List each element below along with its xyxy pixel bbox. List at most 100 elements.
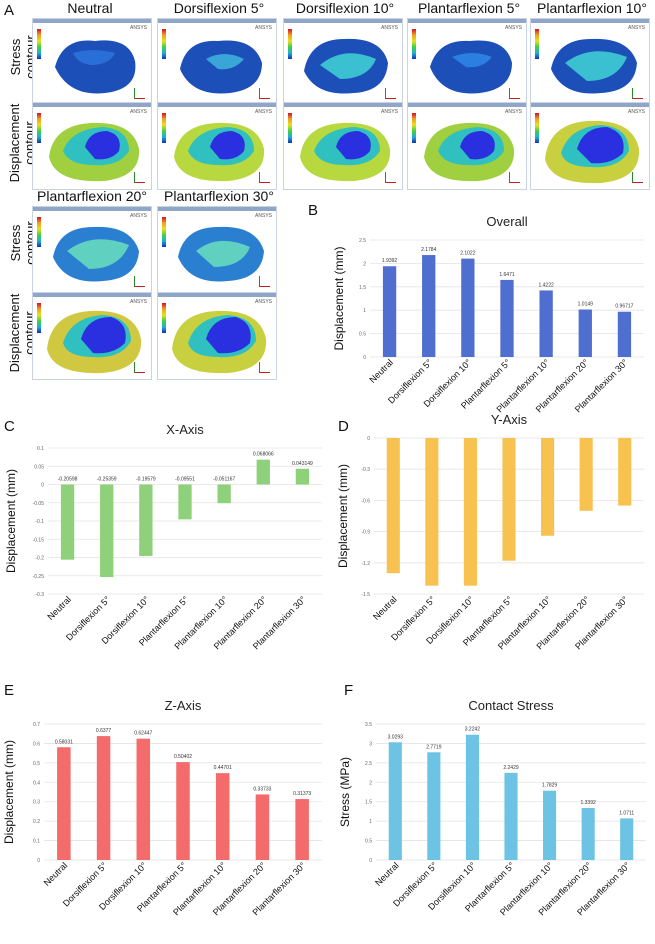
panel-letter-c: C bbox=[4, 418, 15, 435]
data-label: -0.19579 bbox=[136, 477, 156, 483]
bar bbox=[618, 438, 632, 506]
x-tick-label: Neutral bbox=[45, 594, 73, 622]
y-tick-label: -0.15 bbox=[33, 537, 45, 543]
col-title-plantarflexion-20: Plantarflexion 20° bbox=[37, 188, 147, 204]
x-tick-label: Neutral bbox=[373, 860, 401, 888]
bar bbox=[217, 484, 231, 504]
data-label: 1.7829 bbox=[542, 783, 558, 789]
y-tick-label: 0 bbox=[363, 355, 366, 361]
y-axis-label: Stress (MPa) bbox=[338, 757, 352, 827]
y-axis-label: Displacement (mm) bbox=[332, 246, 346, 350]
col-title-plantarflexion-5: Plantarflexion 5° bbox=[417, 0, 521, 16]
data-label: -0.051167 bbox=[213, 477, 235, 483]
x-tick-label: Neutral bbox=[371, 594, 399, 622]
y-tick-label: 2 bbox=[363, 261, 366, 267]
bar bbox=[504, 772, 518, 860]
ansys-watermark: ANSYS bbox=[255, 213, 272, 219]
panel-letter-d: D bbox=[338, 418, 349, 435]
bar bbox=[256, 459, 270, 485]
bar bbox=[502, 438, 516, 561]
bar bbox=[176, 762, 190, 860]
y-tick-label: 0.5 bbox=[33, 761, 40, 767]
ansys-watermark: ANSYS bbox=[255, 109, 272, 115]
y-tick-label: 1.5 bbox=[359, 285, 366, 291]
data-label: -0.25359 bbox=[97, 477, 117, 483]
bar bbox=[578, 309, 592, 357]
y-tick-label: 0.5 bbox=[359, 332, 366, 338]
panel-letter-a: A bbox=[4, 2, 15, 19]
panel-letter-e: E bbox=[4, 682, 15, 699]
y-tick-label: 0 bbox=[41, 483, 44, 489]
bar bbox=[295, 468, 310, 485]
y-tick-label: 0.6 bbox=[33, 741, 40, 747]
data-label: 2.1784 bbox=[421, 247, 437, 253]
x-axis-displacement-chart: X-Axis Displacement (mm) -0.3 -0.25 -0.2 -0.1… bbox=[4, 422, 322, 651]
y-tick-label: 1 bbox=[363, 308, 366, 314]
stress-contour-dorsiflexion-5: ANSYS bbox=[157, 18, 277, 106]
bar bbox=[543, 790, 557, 860]
x-tick-label: Neutral bbox=[367, 357, 395, 385]
y-axis-label: Displacement (mm) bbox=[4, 469, 18, 573]
bar bbox=[178, 484, 192, 520]
bar bbox=[541, 438, 555, 536]
data-label: 0.50402 bbox=[174, 754, 192, 760]
y-tick-label: 0.3 bbox=[33, 800, 40, 806]
bar bbox=[295, 799, 309, 860]
bar bbox=[255, 794, 270, 860]
data-label: 0.44701 bbox=[214, 765, 232, 771]
col-title-plantarflexion-30: Plantarflexion 30° bbox=[164, 188, 274, 204]
data-label: 1.6471 bbox=[499, 272, 515, 278]
y-axis-label: Displacement (mm) bbox=[2, 740, 16, 844]
y-axis-label: Displacement (mm) bbox=[336, 464, 350, 568]
ansys-watermark: ANSYS bbox=[381, 109, 398, 115]
displacement-contour-plantarflexion-20: ANSYS bbox=[32, 292, 152, 380]
ansys-watermark: ANSYS bbox=[130, 25, 147, 31]
y-tick-label: 0.4 bbox=[33, 780, 40, 786]
row-label-stress-line1: Stress bbox=[8, 38, 23, 76]
y-tick-label: -0.9 bbox=[361, 530, 370, 536]
data-label: 3.2242 bbox=[465, 727, 481, 733]
data-label: 2.2429 bbox=[503, 765, 519, 771]
col-title-dorsiflexion-10: Dorsiflexion 10° bbox=[295, 0, 395, 16]
stress-contour-dorsiflexion-10: ANSYS bbox=[283, 18, 403, 106]
ansys-watermark: ANSYS bbox=[255, 25, 272, 31]
data-label: 2.1022 bbox=[460, 251, 476, 257]
chart-title: Z-Axis bbox=[165, 698, 202, 713]
y-tick-label: -0.6 bbox=[361, 498, 370, 504]
y-tick-label: 0 bbox=[37, 858, 40, 864]
data-label: 1.0149 bbox=[578, 302, 594, 308]
ansys-watermark: ANSYS bbox=[130, 109, 147, 115]
ansys-watermark: ANSYS bbox=[130, 299, 147, 305]
bar bbox=[463, 438, 477, 586]
y-tick-label: -0.1 bbox=[35, 519, 44, 525]
y-tick-label: 1.5 bbox=[365, 800, 372, 806]
y-tick-label: -0.25 bbox=[33, 574, 45, 580]
y-tick-label: 0 bbox=[369, 858, 372, 864]
data-label: 1.3392 bbox=[580, 800, 596, 806]
data-label: 0.31373 bbox=[293, 791, 311, 797]
data-label: -0.09551 bbox=[175, 477, 195, 483]
data-label: 1.9392 bbox=[382, 258, 398, 264]
bar bbox=[539, 290, 553, 357]
bar bbox=[500, 279, 514, 357]
panel-letter-b: B bbox=[308, 202, 319, 219]
y-tick-label: 0.1 bbox=[37, 446, 44, 452]
bar bbox=[461, 258, 475, 357]
ansys-watermark: ANSYS bbox=[130, 213, 147, 219]
bar bbox=[96, 736, 111, 860]
displacement-contour-dorsiflexion-5: ANSYS bbox=[157, 102, 277, 190]
ansys-watermark: ANSYS bbox=[505, 25, 522, 31]
y-tick-label: 2.5 bbox=[365, 761, 372, 767]
y-tick-label: 0.5 bbox=[365, 839, 372, 845]
row-label-disp-line1: Displacement bbox=[7, 293, 22, 373]
ansys-watermark: ANSYS bbox=[381, 25, 398, 31]
y-tick-label: 0.05 bbox=[34, 464, 44, 470]
overall-displacement-chart: Overall Displacement (mm) 0 0.5 1 1.5 2 2.5 1.93… bbox=[332, 214, 644, 414]
y-tick-label: -0.05 bbox=[33, 501, 45, 507]
bar bbox=[388, 742, 402, 860]
chart-title: Contact Stress bbox=[468, 698, 554, 713]
displacement-contour-plantarflexion-30: ANSYS bbox=[157, 292, 277, 380]
displacement-contour-neutral: ANSYS bbox=[32, 102, 152, 190]
bar bbox=[382, 266, 397, 357]
y-tick-label: -0.2 bbox=[35, 556, 44, 562]
